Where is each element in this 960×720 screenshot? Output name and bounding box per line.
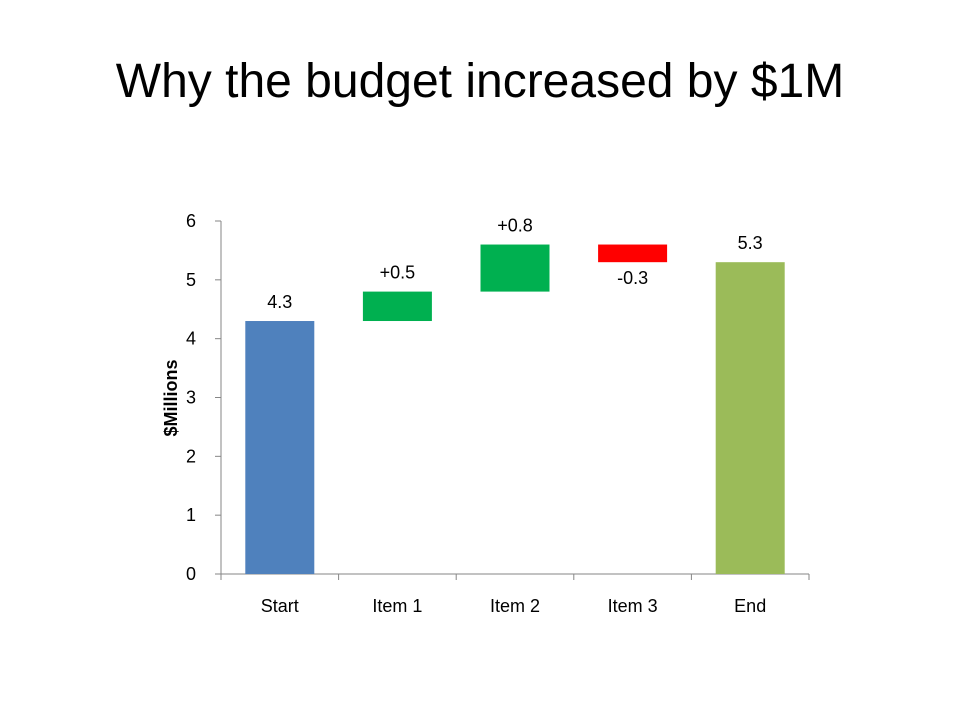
x-tick-label: Item 2 xyxy=(490,596,540,616)
bars xyxy=(245,244,785,574)
y-tick-label: 1 xyxy=(186,505,196,525)
data-label: 5.3 xyxy=(738,233,763,253)
bar-start xyxy=(245,321,315,574)
bar-end xyxy=(715,262,785,574)
slide-title: Why the budget increased by $1M xyxy=(115,55,845,108)
x-tick-label: Item 1 xyxy=(372,596,422,616)
y-tick-label: 6 xyxy=(186,211,196,231)
data-label: 4.3 xyxy=(267,292,292,312)
x-tick-label: Item 3 xyxy=(608,596,658,616)
data-label: +0.5 xyxy=(380,263,416,283)
y-tick-label: 2 xyxy=(186,446,196,466)
data-label: +0.8 xyxy=(497,216,533,236)
y-axis: 0 1 2 3 4 5 6 xyxy=(186,211,222,584)
y-tick-label: 5 xyxy=(186,270,196,290)
y-tick-label: 4 xyxy=(186,329,196,349)
x-tick-label: End xyxy=(734,596,766,616)
bar-item-3 xyxy=(598,244,668,263)
data-label: -0.3 xyxy=(617,268,648,288)
y-tick-label: 3 xyxy=(186,388,196,408)
data-labels: 4.3 +0.5 +0.8 -0.3 5.3 xyxy=(267,216,762,312)
x-tick-label: Start xyxy=(261,596,299,616)
bar-item-2 xyxy=(480,244,550,292)
y-tick-label: 0 xyxy=(186,564,196,584)
y-axis-title: $Millions xyxy=(161,359,181,436)
x-axis: Start Item 1 Item 2 Item 3 End xyxy=(220,573,810,616)
bar-item-1 xyxy=(362,291,432,322)
